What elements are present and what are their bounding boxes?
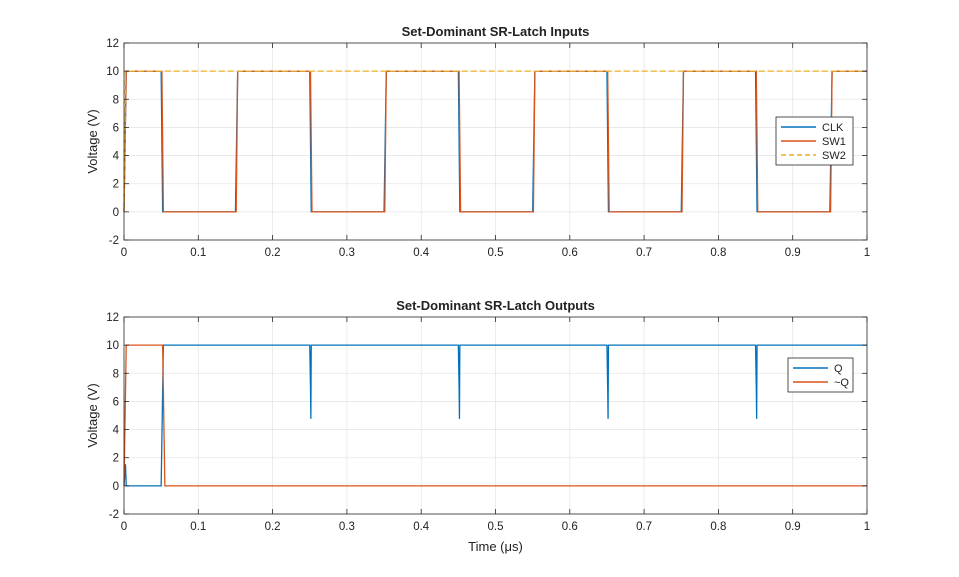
legend-label-not-q: ~Q xyxy=(834,377,849,389)
legend-label-sw2: SW2 xyxy=(822,150,846,162)
y-axis-label: Voltage (V) xyxy=(85,109,100,173)
legend-label-clk: CLK xyxy=(822,122,844,134)
legend-label-sw1: SW1 xyxy=(822,136,846,148)
y-tick-label: -2 xyxy=(109,235,119,247)
x-tick-label: 0.8 xyxy=(710,247,726,259)
legend: Q ~Q xyxy=(787,357,854,393)
y-tick-label: 4 xyxy=(113,151,120,163)
y-tick-label: 8 xyxy=(113,94,119,106)
x-tick-label: 0.1 xyxy=(190,521,206,533)
y-tick-label: 8 xyxy=(113,368,119,380)
y-tick-label: 0 xyxy=(113,481,119,493)
x-tick-label: 0.3 xyxy=(339,521,355,533)
y-tick-label: 6 xyxy=(113,122,119,134)
x-tick-label: 0.7 xyxy=(636,521,652,533)
x-tick-label: 0.3 xyxy=(339,247,355,259)
y-tick-label: 4 xyxy=(113,425,120,437)
legend-box xyxy=(787,357,854,393)
x-tick-label: 0 xyxy=(121,247,127,259)
x-tick-label: 0.6 xyxy=(562,521,578,533)
series-line-sw1 xyxy=(123,70,867,213)
y-axis-label: Voltage (V) xyxy=(85,383,100,447)
series-line-q xyxy=(123,344,867,487)
y-tick-label: 2 xyxy=(113,453,119,465)
x-tick-label: 0.9 xyxy=(785,247,801,259)
x-tick-label: 0.7 xyxy=(636,247,652,259)
y-tick-label: -2 xyxy=(109,509,119,521)
y-tick-label: 12 xyxy=(106,38,119,50)
x-tick-label: 0.8 xyxy=(710,521,726,533)
y-tick-label: 6 xyxy=(113,396,119,408)
chart-title: Set-Dominant SR-Latch Inputs xyxy=(402,24,590,39)
x-tick-label: 0.9 xyxy=(785,521,801,533)
x-tick-label: 0.2 xyxy=(265,521,281,533)
x-tick-label: 0.1 xyxy=(190,247,206,259)
y-tick-label: 0 xyxy=(113,207,119,219)
y-tick-label: 2 xyxy=(113,179,119,191)
y-tick-label: 12 xyxy=(106,312,119,324)
x-tick-label: 0.5 xyxy=(488,247,504,259)
chart-title: Set-Dominant SR-Latch Outputs xyxy=(396,298,595,313)
x-tick-label: 0.2 xyxy=(265,247,281,259)
series-lines xyxy=(123,344,867,487)
x-tick-label: 1 xyxy=(864,247,870,259)
legend: CLK SW1 SW2 xyxy=(775,116,854,166)
x-tick-label: 0.4 xyxy=(413,521,430,533)
series-line-q xyxy=(123,344,867,487)
x-axis-label: Time (μs) xyxy=(468,539,523,554)
inputs-axes: 0 0.1 0.2 0.3 0.4 0.5 0.6 0.7 0.8 0.9 1-2024681012… xyxy=(85,24,870,259)
x-tick-label: 0.5 xyxy=(488,521,504,533)
y-tick-label: 10 xyxy=(106,340,119,352)
legend-label-q: Q xyxy=(834,363,843,375)
x-tick-label: 1 xyxy=(864,521,870,533)
outputs-axes: 0 0.1 0.2 0.3 0.4 0.5 0.6 0.7 0.8 0.9 1-2024681012… xyxy=(85,298,870,554)
y-tick-label: 10 xyxy=(106,66,119,78)
x-tick-label: 0.4 xyxy=(413,247,430,259)
x-tick-label: 0.6 xyxy=(562,247,578,259)
x-tick-label: 0 xyxy=(121,521,127,533)
